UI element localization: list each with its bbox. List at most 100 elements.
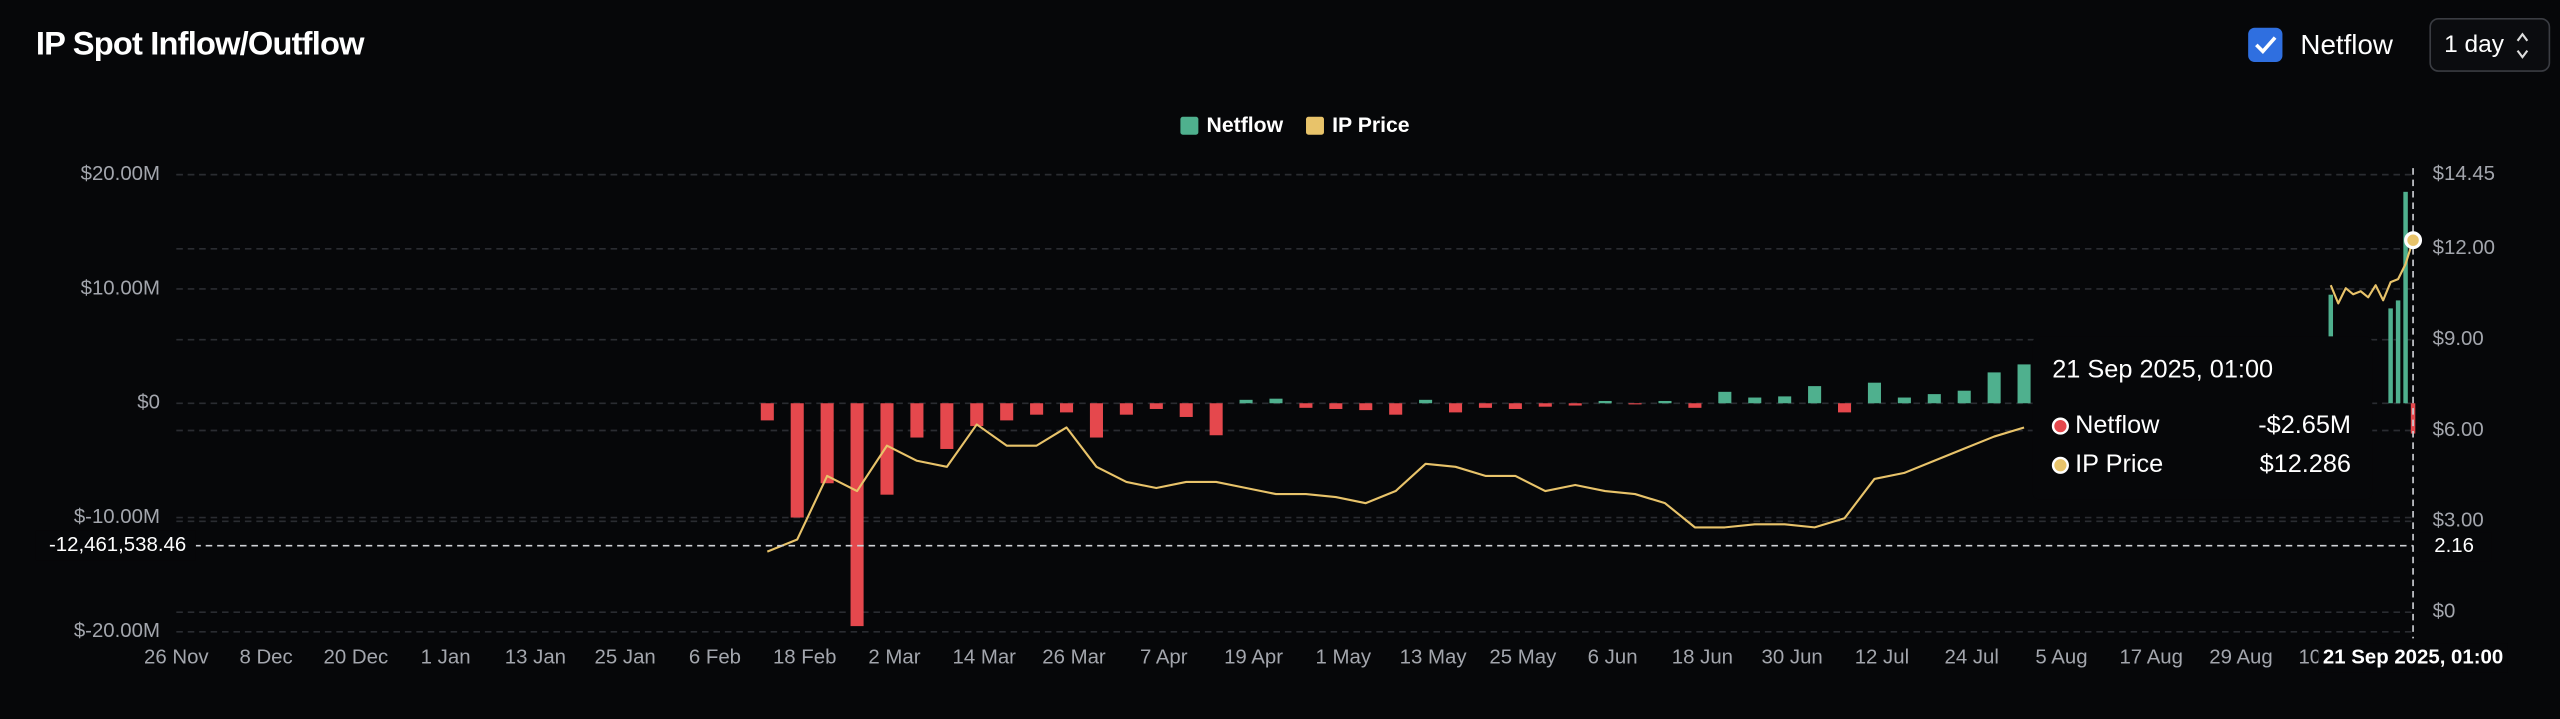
x-tick-label: 18 Feb [773, 646, 836, 668]
toggle-label[interactable]: Netflow [2300, 29, 2393, 60]
bar [1269, 398, 1283, 404]
legend-swatch[interactable] [1306, 116, 1324, 135]
bar [910, 403, 924, 438]
bar [1867, 382, 1881, 404]
x-tick-label: 25 May [1489, 646, 1557, 668]
bar [2395, 300, 2401, 404]
bar [1718, 391, 1732, 404]
tooltip [2032, 336, 2373, 500]
bar [1927, 394, 1941, 404]
price-line [766, 423, 2025, 553]
x-tick-label: 17 Aug [2119, 646, 2183, 668]
bar [1060, 403, 1074, 413]
x-tick-label: 6 Feb [689, 646, 741, 668]
interval-select[interactable] [2429, 17, 2551, 72]
bar [1658, 400, 1672, 404]
bar [1089, 403, 1103, 438]
interval-label[interactable]: 1 day [2444, 31, 2505, 58]
bar [1000, 403, 1014, 421]
bar [1149, 403, 1163, 409]
bar [1957, 390, 1971, 404]
bar [2410, 403, 2416, 434]
bar [1987, 372, 2001, 404]
bar [2403, 191, 2408, 404]
bar [1688, 403, 1702, 408]
bar [1837, 403, 1852, 413]
bar [1538, 403, 1552, 407]
bar [1897, 397, 1911, 404]
bar [940, 403, 954, 449]
x-tick-label: 18 Jun [1672, 646, 1733, 668]
bar [760, 403, 774, 421]
x-tick-label: 1 May [1316, 646, 1372, 668]
y-tick-label: $-10.00M [74, 506, 160, 528]
bar [1478, 403, 1492, 408]
bar [1419, 399, 1433, 404]
x-tick-label: 25 Jan [595, 646, 656, 668]
legend-swatch[interactable] [1180, 116, 1199, 135]
x-tick-label: 12 Jul [1855, 646, 1909, 668]
y2-tick-label: $12.00 [2433, 237, 2495, 259]
y-tick-label: $10.00M [81, 277, 160, 299]
x-tick-label: 24 Jul [1944, 646, 1998, 668]
bar [790, 403, 804, 518]
bar [1299, 403, 1313, 408]
x-tick-label: 30 Jun [1762, 646, 1823, 668]
x-tick-label: 5 Aug [2035, 646, 2087, 668]
tooltip-value: $12.286 [2260, 450, 2351, 478]
y2-tick-label: $3.00 [2433, 510, 2484, 532]
bar [1209, 403, 1223, 436]
x-tick-label: 14 Mar [953, 646, 1017, 668]
x-tick-label: 1 Jan [421, 646, 471, 668]
x-tick-label: 26 Mar [1042, 646, 1106, 668]
y-tick-label: $0 [137, 392, 160, 414]
bar [1359, 403, 1373, 411]
x-tick-label: 20 Dec [324, 646, 389, 668]
bar [1239, 399, 1253, 404]
bar [1628, 403, 1642, 405]
bar [1179, 403, 1193, 417]
bar [1030, 403, 1044, 415]
tooltip-value: -$2.65M [2258, 411, 2351, 439]
tooltip-dot [2051, 456, 2069, 474]
y2-tick-label: $0 [2433, 601, 2456, 623]
select-chevron [2516, 32, 2529, 59]
tooltip-name: Netflow [2075, 411, 2160, 439]
bar [970, 403, 984, 427]
tooltip-dot [2051, 417, 2069, 435]
x-tick-label: 7 Apr [1140, 646, 1188, 668]
bar [820, 403, 834, 484]
legend-label[interactable]: Netflow [1207, 114, 1284, 137]
y2-tick-label: $6.00 [2433, 419, 2484, 441]
legend-label[interactable]: IP Price [1332, 114, 1410, 137]
bar [1448, 403, 1463, 413]
bar [1389, 403, 1403, 415]
bar [880, 403, 894, 495]
crosshair-y2-label: 2.16 [2434, 535, 2474, 557]
tooltip-name: IP Price [2075, 450, 2163, 478]
price-line [2329, 239, 2415, 305]
crosshair-y2-box [2419, 532, 2492, 562]
bar [1778, 396, 1792, 404]
crosshair-y-box [35, 530, 196, 561]
checkbox[interactable] [2248, 27, 2283, 63]
crosshair-x-label: 21 Sep 2025, 01:00 [2323, 646, 2503, 668]
bar [1568, 403, 1582, 406]
y-tick-label: $-20.00M [74, 620, 160, 642]
hover-point [2404, 231, 2423, 250]
overlay: -12,461,538.46 2.16 21 Sep 2025, 01:00 21 S… [35, 168, 2508, 673]
bar [850, 403, 864, 627]
crosshair-y-label: -12,461,538.46 [49, 534, 186, 556]
bar [1329, 403, 1343, 409]
x-tick-label: 13 Jan [505, 646, 566, 668]
x-tick-label: 13 May [1400, 646, 1468, 668]
bar [2388, 308, 2393, 404]
crosshair-x-box [2318, 643, 2508, 673]
y2-tick-label: $9.00 [2433, 328, 2484, 350]
bar [1119, 403, 1133, 415]
y-tick-label: $20.00M [81, 163, 160, 185]
chart-title: IP Spot Inflow/Outflow [36, 24, 365, 61]
x-tick-label: 26 Nov [144, 646, 209, 668]
x-tick-label: 2 Mar [868, 646, 920, 668]
